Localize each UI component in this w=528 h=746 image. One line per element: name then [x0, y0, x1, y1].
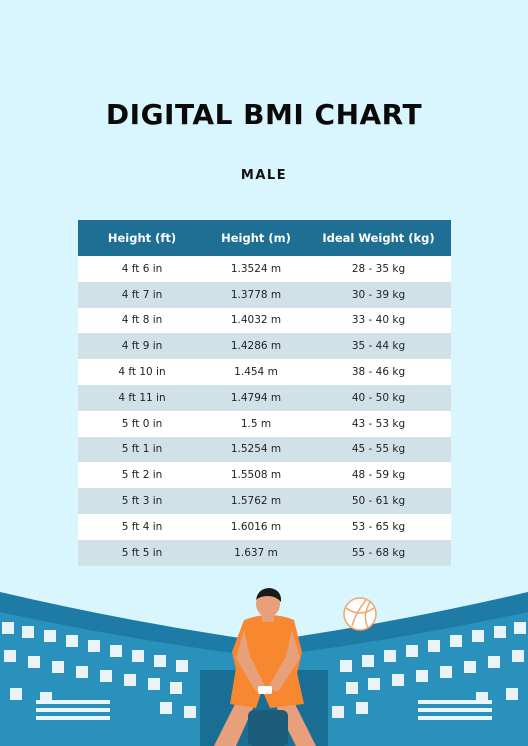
cell-height-m: 1.3778 m [230, 288, 282, 301]
cell-height-ft: 4 ft 8 in [121, 314, 163, 327]
cell-ideal-weight: 28 - 35 kg [351, 262, 406, 275]
volleyball-icon [343, 597, 377, 631]
table-row: 4 ft 7 in 1.3778 m 30 - 39 kg [78, 281, 451, 308]
cell-ideal-weight: 45 - 55 kg [351, 443, 406, 456]
table-row: 4 ft 8 in 1.4032 m 33 - 40 kg [78, 307, 451, 334]
cell-height-m: 1.4286 m [230, 340, 282, 353]
cell-height-ft: 4 ft 9 in [121, 340, 163, 353]
cell-height-m: 1.5762 m [230, 495, 282, 508]
cell-height-m: 1.5254 m [230, 443, 282, 456]
table-row: 4 ft 6 in 1.3524 m 28 - 35 kg [78, 256, 451, 282]
stadium-stands-left-inner [0, 612, 240, 746]
table-row: 4 ft 11 in 1.4794 m 40 - 50 kg [78, 384, 451, 411]
table-row: 5 ft 2 in 1.5508 m 48 - 59 kg [78, 462, 451, 489]
table-row: 5 ft 0 in 1.5 m 43 - 53 kg [78, 410, 451, 437]
cell-height-m: 1.637 m [234, 546, 278, 559]
cell-height-ft: 5 ft 1 in [121, 443, 163, 456]
cell-height-ft: 5 ft 0 in [121, 417, 163, 430]
cell-height-m: 1.4032 m [230, 314, 282, 327]
seat-windows-left [2, 622, 196, 718]
cell-height-m: 1.4794 m [230, 391, 282, 404]
bmi-table: Height (ft) Height (m) Ideal Weight (kg)… [78, 220, 451, 566]
cell-ideal-weight: 30 - 39 kg [351, 288, 406, 301]
stadium-illustration [0, 588, 528, 746]
cell-ideal-weight: 33 - 40 kg [351, 314, 406, 327]
cell-ideal-weight: 38 - 46 kg [351, 366, 406, 379]
table-row: 5 ft 4 in 1.6016 m 53 - 65 kg [78, 513, 451, 540]
cell-height-m: 1.5508 m [230, 469, 282, 482]
column-header-ideal-weight: Ideal Weight (kg) [322, 231, 435, 245]
cell-height-ft: 4 ft 7 in [121, 288, 163, 301]
cell-height-m: 1.5 m [240, 417, 272, 430]
cell-height-ft: 4 ft 11 in [118, 391, 166, 404]
table-row: 4 ft 9 in 1.4286 m 35 - 44 kg [78, 333, 451, 360]
cell-ideal-weight: 35 - 44 kg [351, 340, 406, 353]
cell-ideal-weight: 43 - 53 kg [351, 417, 406, 430]
cell-height-m: 1.3524 m [230, 262, 282, 275]
cell-height-ft: 4 ft 6 in [121, 262, 163, 275]
barrier-left [36, 700, 110, 720]
cell-height-ft: 4 ft 10 in [118, 366, 166, 379]
page-title: DIGITAL BMI CHART [105, 98, 423, 131]
cell-ideal-weight: 50 - 61 kg [351, 495, 406, 508]
cell-height-ft: 5 ft 3 in [121, 495, 163, 508]
cell-ideal-weight: 48 - 59 kg [351, 469, 406, 482]
cell-ideal-weight: 55 - 68 kg [351, 546, 406, 559]
table-header: Height (ft) Height (m) Ideal Weight (kg) [78, 220, 451, 256]
table-row: 5 ft 3 in 1.5762 m 50 - 61 kg [78, 488, 451, 514]
cell-height-m: 1.6016 m [230, 520, 282, 533]
column-header-height-ft: Height (ft) [107, 231, 177, 245]
cell-height-ft: 5 ft 4 in [121, 520, 163, 533]
cell-height-ft: 5 ft 2 in [121, 469, 163, 482]
column-header-height-m: Height (m) [221, 231, 291, 245]
table-row: 5 ft 5 in 1.637 m 55 - 68 kg [78, 539, 451, 566]
stadium-stands-right-inner [288, 612, 528, 746]
table-body: 4 ft 6 in 1.3524 m 28 - 35 kg 4 ft 7 in 1.37… [78, 256, 451, 566]
cell-height-ft: 5 ft 5 in [121, 546, 163, 559]
barrier-right [418, 700, 492, 720]
table-row: 5 ft 1 in 1.5254 m 45 - 55 kg [78, 436, 451, 463]
cell-ideal-weight: 40 - 50 kg [351, 391, 406, 404]
cell-height-m: 1.454 m [234, 366, 278, 379]
table-row: 4 ft 10 in 1.454 m 38 - 46 kg [78, 359, 451, 385]
volleyball-player [214, 588, 316, 746]
cell-ideal-weight: 53 - 65 kg [351, 520, 406, 533]
page-subtitle: MALE [240, 168, 288, 183]
